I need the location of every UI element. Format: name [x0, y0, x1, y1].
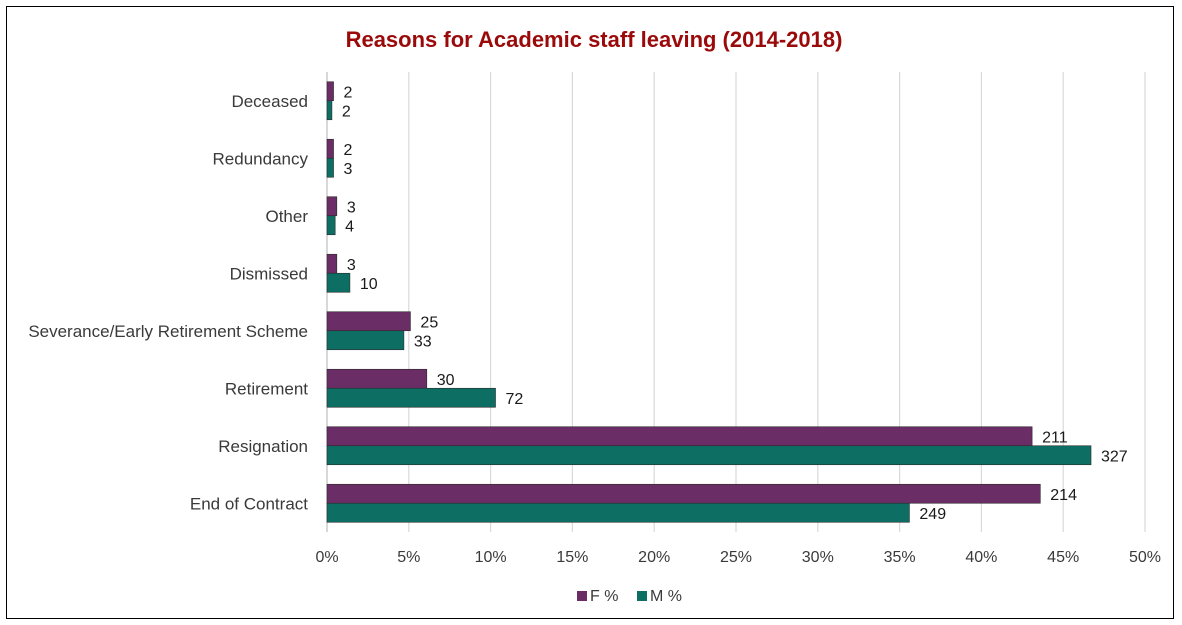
data-label: 2 — [344, 142, 353, 159]
bar-m — [326, 215, 336, 236]
bar-f — [326, 426, 1033, 447]
x-tick-label: 15% — [556, 549, 588, 566]
x-tick-label: 10% — [475, 549, 507, 566]
data-label: 327 — [1101, 448, 1128, 465]
category-label: Retirement — [225, 379, 308, 398]
x-tick-label: 0% — [315, 549, 338, 566]
category-label: Severance/Early Retirement Scheme — [28, 322, 308, 341]
data-label: 10 — [360, 276, 378, 293]
data-label: 3 — [347, 199, 356, 216]
category-label: Dismissed — [230, 264, 308, 283]
legend-label: M % — [650, 588, 682, 605]
category-labels: Deceased Redundancy Other Dismissed Severanc… — [28, 92, 308, 514]
x-axis-ticks: 0% 5% 10% 15% 20% 25% 30% 35% 40% 45% 50% — [315, 549, 1161, 566]
category-label: Other — [265, 207, 308, 226]
data-label: 2 — [344, 84, 353, 101]
data-label: 214 — [1050, 487, 1077, 504]
data-label: 33 — [414, 333, 432, 350]
legend: F % M % — [577, 588, 682, 605]
data-label: 2 — [342, 103, 351, 120]
bar-m — [326, 502, 910, 523]
data-label: 249 — [919, 506, 946, 523]
chart-title: Reasons for Academic staff leaving (2014… — [346, 27, 843, 52]
bar-f — [326, 81, 334, 102]
x-tick-label: 40% — [965, 549, 997, 566]
bar-m — [326, 272, 351, 293]
x-tick-label: 25% — [720, 549, 752, 566]
x-tick-label: 20% — [638, 549, 670, 566]
data-label: 4 — [345, 218, 354, 235]
legend-swatch — [637, 591, 647, 601]
bar-m — [326, 100, 333, 121]
bar-f — [326, 253, 338, 274]
legend-label: F % — [590, 588, 618, 605]
category-label: Deceased — [231, 92, 308, 111]
data-label: 25 — [420, 314, 438, 331]
x-tick-label: 30% — [802, 549, 834, 566]
bar-m — [326, 387, 496, 408]
x-tick-label: 45% — [1047, 549, 1079, 566]
bar-f — [326, 138, 334, 159]
data-label: 72 — [506, 391, 524, 408]
category-label: Redundancy — [213, 149, 309, 168]
legend-swatch — [577, 591, 587, 601]
bar-m — [326, 445, 1092, 466]
bar-f — [326, 483, 1041, 504]
bar-f — [326, 311, 411, 332]
category-label: End of Contract — [190, 494, 308, 513]
data-label: 3 — [344, 161, 353, 178]
bar-f — [326, 368, 428, 389]
data-label: 3 — [347, 257, 356, 274]
data-label: 211 — [1042, 429, 1068, 446]
bar-m — [326, 330, 405, 351]
bar-f — [326, 196, 338, 217]
x-tick-label: 5% — [397, 549, 420, 566]
category-label: Resignation — [218, 437, 308, 456]
x-tick-label: 35% — [884, 549, 916, 566]
bar-m — [326, 157, 334, 178]
x-tick-label: 50% — [1129, 549, 1161, 566]
data-label: 30 — [437, 372, 455, 389]
